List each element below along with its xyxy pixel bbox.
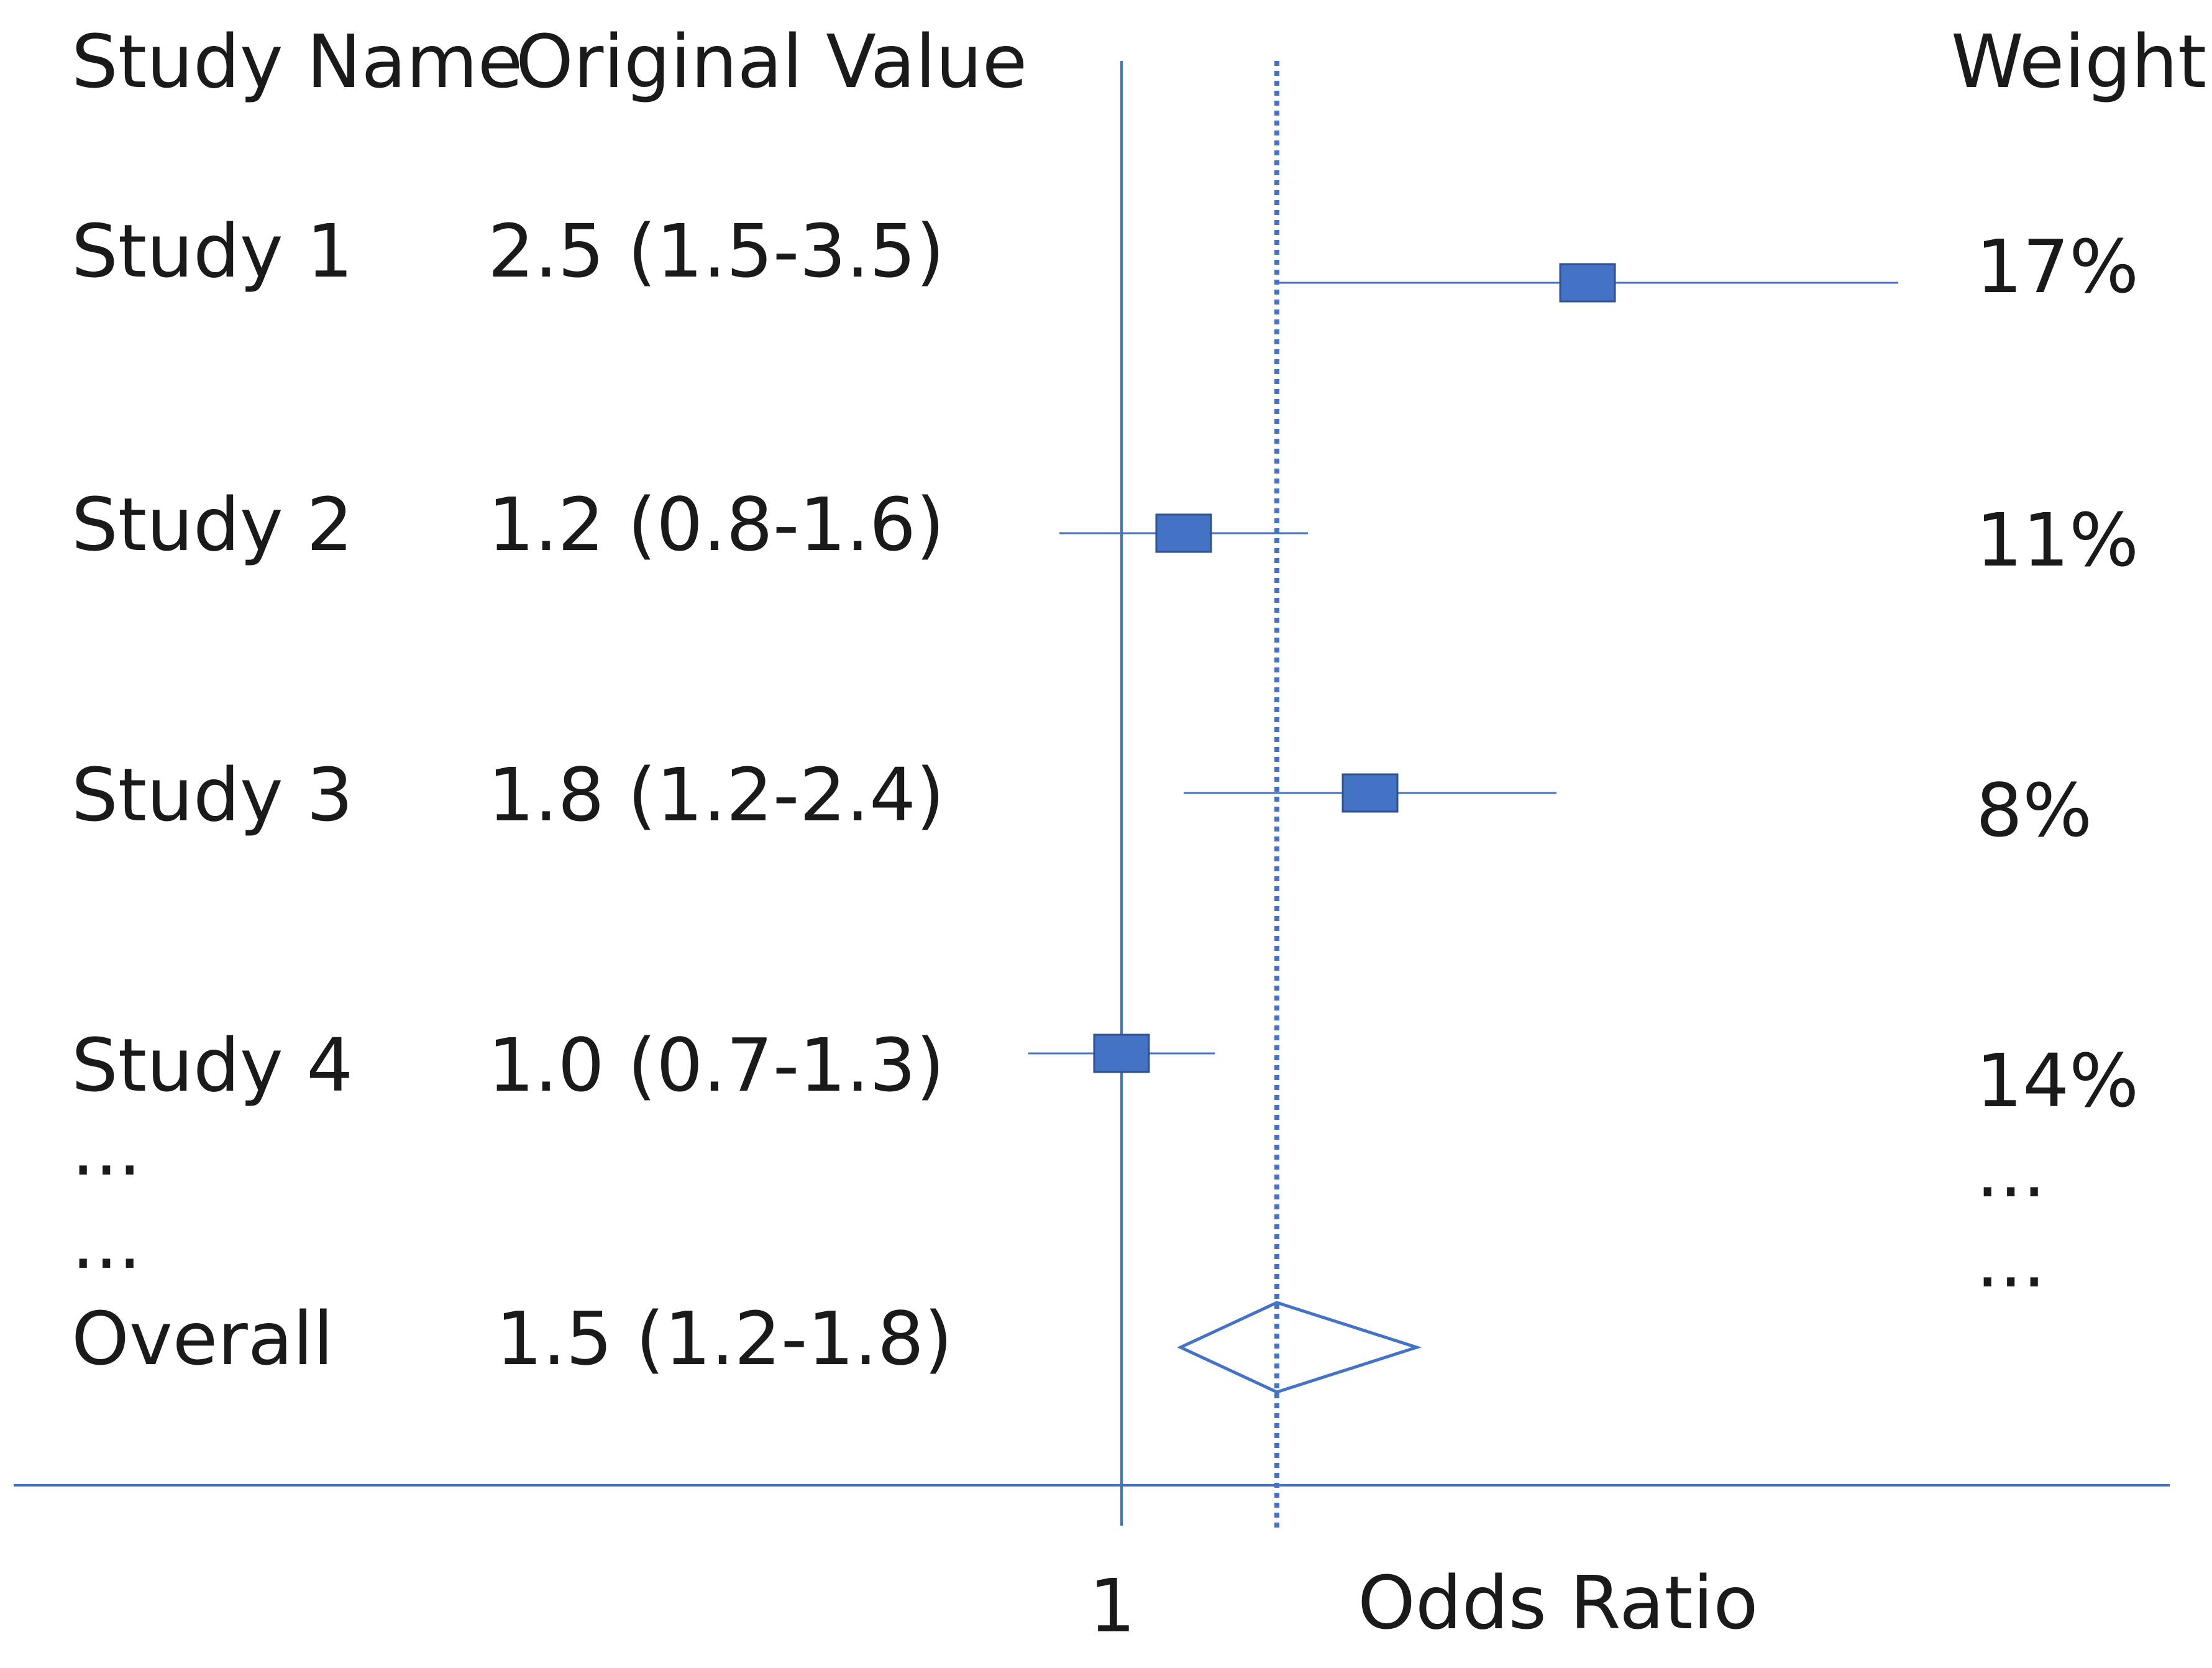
study-name-label: Study 4 xyxy=(71,1022,353,1108)
overall-value-label: 1.5 (1.2-1.8) xyxy=(496,1296,953,1382)
ellipsis-label: ... xyxy=(71,1106,142,1192)
weight-ellipsis-label: ... xyxy=(1976,1128,2046,1214)
point-estimate-marker xyxy=(1559,263,1616,303)
overall-name-label: Overall xyxy=(71,1296,334,1382)
overall-diamond xyxy=(1177,1301,1422,1394)
study-weight-label: 17% xyxy=(1976,224,2139,309)
weight-ellipsis-label: ... xyxy=(1976,1218,2046,1304)
study-name-label: Study 1 xyxy=(71,208,353,294)
x-axis-label: Odds Ratio xyxy=(1358,1560,1758,1646)
ellipsis-label: ... xyxy=(71,1199,142,1285)
study-weight-label: 8% xyxy=(1976,768,2092,853)
study-value-label: 1.2 (0.8-1.6) xyxy=(488,482,944,567)
study-value-label: 1.8 (1.2-2.4) xyxy=(488,752,944,838)
study-value-label: 2.5 (1.5-3.5) xyxy=(488,208,944,294)
study-weight-label: 14% xyxy=(1976,1038,2139,1124)
header-original-value: Original Value xyxy=(516,19,1027,104)
header-study-name: Study Name xyxy=(71,19,523,104)
null-line-tick-label: 1 xyxy=(1089,1563,1135,1649)
study-name-label: Study 3 xyxy=(71,752,353,838)
point-estimate-marker xyxy=(1341,773,1399,813)
study-value-label: 1.0 (0.7-1.3) xyxy=(488,1022,944,1108)
study-weight-label: 11% xyxy=(1976,497,2139,583)
study-name-label: Study 2 xyxy=(71,482,353,567)
point-estimate-marker xyxy=(1155,513,1212,553)
forest-marks xyxy=(1028,61,1898,1532)
header-weight: Weight xyxy=(1951,19,2206,104)
point-estimate-marker xyxy=(1093,1033,1150,1073)
